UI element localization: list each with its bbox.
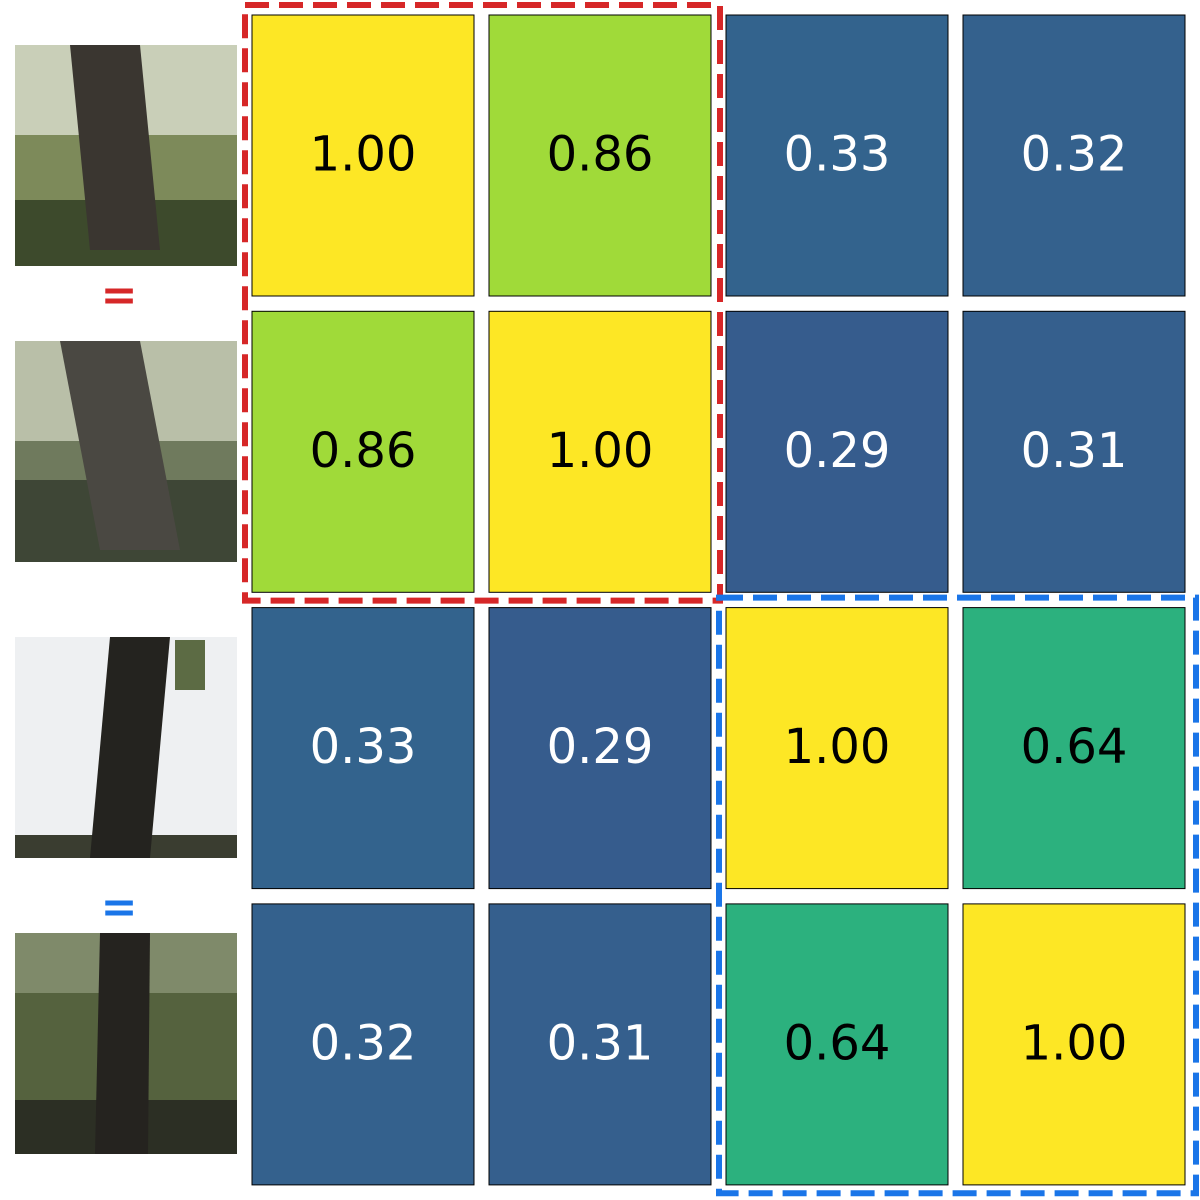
cell-label: 0.64 xyxy=(1021,719,1128,775)
cell-label: 0.32 xyxy=(310,1015,417,1071)
cell-label: 0.86 xyxy=(310,423,417,479)
photo xyxy=(15,933,237,1154)
cell-label: 1.00 xyxy=(547,423,654,479)
photo xyxy=(15,45,237,266)
cell-label: 0.31 xyxy=(1021,423,1128,479)
cell-label: 0.29 xyxy=(547,719,654,775)
photo xyxy=(15,637,237,858)
group-label: = xyxy=(101,270,138,321)
cell-label: 0.33 xyxy=(784,127,891,183)
cell-label: 0.64 xyxy=(784,1015,891,1071)
cell-label: 0.86 xyxy=(547,127,654,183)
cell-label: 0.32 xyxy=(1021,127,1128,183)
photo xyxy=(15,341,237,562)
cell-label: 1.00 xyxy=(784,719,891,775)
cell-label: 0.31 xyxy=(547,1015,654,1071)
cell-label: 1.00 xyxy=(1021,1015,1128,1071)
cell-label: 0.29 xyxy=(784,423,891,479)
group-label: = xyxy=(101,882,138,933)
cell-label: 0.33 xyxy=(310,719,417,775)
cell-label: 1.00 xyxy=(310,127,417,183)
